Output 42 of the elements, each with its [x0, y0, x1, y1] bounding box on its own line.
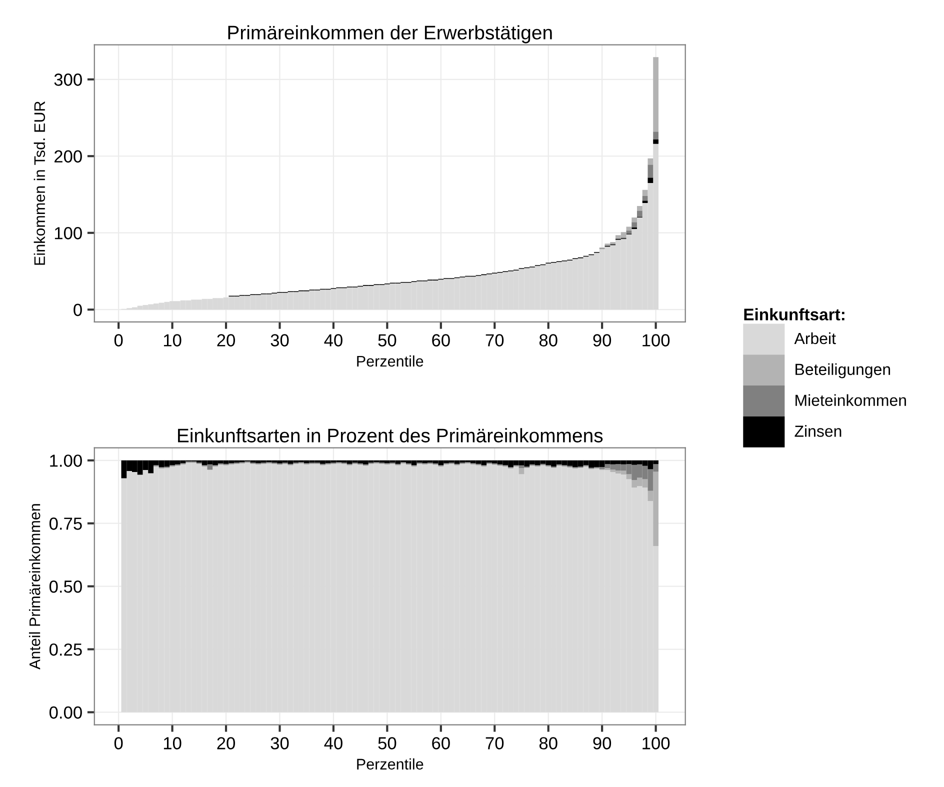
x-tick-label: 40 [324, 737, 342, 750]
y-tick-label: 0.25 [49, 643, 82, 656]
legend-title: Einkunftsart: [744, 308, 844, 320]
x-tick-label: 70 [486, 737, 504, 750]
x-tick-label: 80 [539, 334, 558, 346]
x-tick-label: 60 [432, 737, 450, 750]
x-tick-label: 20 [217, 334, 235, 346]
y-axis-title: Anteil Primäreinkommen [29, 504, 40, 670]
legend-label: Arbeit [794, 332, 836, 344]
x-axis-title: Perzentile [357, 758, 424, 770]
x-axis-title: Perzentile [357, 355, 424, 367]
x-tick-label: 90 [593, 737, 612, 750]
y-tick-label: 200 [54, 150, 82, 163]
legend-label: Mieteinkommen [796, 394, 906, 406]
y-axis-title: Einkommen in Tsd. EUR [34, 101, 46, 265]
x-tick-label: 20 [217, 737, 235, 750]
y-tick-label: 0.75 [49, 518, 82, 530]
chart-title: Primäreinkommen der Erwerbstätigen [228, 25, 552, 44]
y-tick-label: 0.50 [49, 580, 82, 593]
x-tick-label: 50 [378, 334, 396, 346]
legend-label: Zinsen [794, 425, 842, 437]
x-tick-label: 30 [270, 737, 289, 750]
x-tick-label: 70 [486, 334, 504, 346]
chart-title: Einkunftsarten in Prozent des Primäreinkommens [178, 428, 603, 442]
x-tick-label: 50 [378, 737, 396, 750]
x-tick-label: 10 [164, 334, 182, 346]
x-tick-label: 0 [114, 334, 123, 346]
y-tick-label: 1.00 [50, 454, 82, 467]
y-tick-label: 300 [54, 74, 82, 86]
legend-label: Beteiligungen [796, 363, 890, 378]
x-tick-label: 0 [114, 737, 123, 750]
x-tick-label: 60 [432, 334, 450, 346]
x-tick-label: 30 [270, 334, 289, 346]
y-tick-label: 100 [54, 227, 82, 240]
x-tick-label: 40 [324, 334, 342, 346]
y-tick-label: 0 [74, 304, 82, 316]
y-tick-label: 0.00 [49, 706, 82, 719]
x-tick-label: 10 [164, 737, 182, 750]
x-tick-label: 100 [642, 334, 670, 346]
x-tick-label: 90 [593, 334, 612, 346]
x-tick-label: 80 [539, 737, 558, 750]
x-tick-label: 100 [642, 737, 670, 750]
